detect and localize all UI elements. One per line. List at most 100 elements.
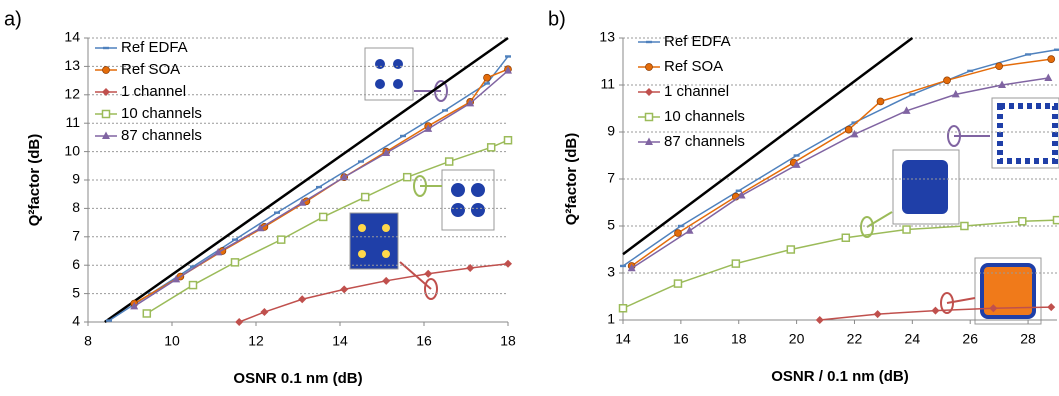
marker bbox=[677, 224, 684, 228]
legend-label: 87 channels bbox=[121, 127, 202, 144]
marker bbox=[172, 274, 181, 283]
panel-label: b) bbox=[548, 8, 566, 30]
marker bbox=[731, 259, 741, 268]
marker bbox=[967, 69, 974, 73]
y-tick-label: 9 bbox=[607, 123, 615, 139]
legend-label: 87 channels bbox=[664, 133, 745, 150]
inset-a2 bbox=[413, 169, 495, 231]
marker bbox=[645, 63, 653, 71]
marker bbox=[400, 134, 406, 138]
x-axis-title: OSNR / 0.1 nm (dB) bbox=[771, 368, 909, 385]
marker bbox=[951, 89, 960, 98]
marker bbox=[873, 310, 882, 319]
marker bbox=[316, 185, 322, 189]
marker bbox=[989, 304, 998, 313]
marker bbox=[931, 306, 940, 315]
y-tick-label: 8 bbox=[72, 199, 80, 215]
marker bbox=[505, 55, 511, 58]
marker bbox=[106, 319, 112, 322]
marker bbox=[318, 212, 328, 222]
marker bbox=[627, 263, 636, 272]
marker bbox=[232, 238, 238, 241]
y-tick-label: 4 bbox=[72, 313, 80, 329]
marker bbox=[103, 46, 109, 50]
marker bbox=[256, 223, 265, 232]
marker bbox=[424, 124, 433, 132]
y-axis-title: Q²factor (dB) bbox=[563, 133, 580, 226]
marker bbox=[1052, 215, 1059, 225]
x-tick-label: 18 bbox=[500, 333, 516, 349]
marker bbox=[1047, 55, 1056, 64]
y-tick-label: 3 bbox=[607, 264, 615, 280]
y-tick-label: 10 bbox=[64, 142, 80, 158]
marker bbox=[214, 247, 223, 256]
marker bbox=[424, 269, 433, 278]
marker bbox=[851, 121, 858, 124]
legend-label: 10 channels bbox=[664, 108, 745, 125]
marker bbox=[190, 265, 196, 268]
x-tick-label: 26 bbox=[962, 331, 978, 347]
y-tick-label: 11 bbox=[600, 76, 615, 92]
legend-label: Ref EDFA bbox=[664, 33, 731, 50]
y-tick-label: 12 bbox=[64, 86, 80, 102]
marker bbox=[674, 229, 682, 237]
marker bbox=[444, 157, 454, 166]
marker bbox=[484, 82, 490, 85]
marker bbox=[235, 318, 244, 326]
y-tick-label: 6 bbox=[72, 256, 80, 272]
legend-label: 1 channel bbox=[664, 83, 729, 100]
y-tick-label: 11 bbox=[65, 114, 80, 130]
marker bbox=[645, 137, 653, 145]
legend-label: Ref SOA bbox=[664, 58, 723, 75]
marker bbox=[483, 73, 491, 82]
marker bbox=[230, 258, 240, 267]
x-tick-label: 28 bbox=[1020, 331, 1036, 347]
inset-a1 bbox=[364, 47, 448, 102]
series-line bbox=[622, 36, 914, 256]
y-tick-label: 13 bbox=[599, 29, 615, 45]
x-tick-label: 18 bbox=[731, 331, 747, 347]
x-tick-label: 12 bbox=[248, 333, 264, 349]
marker bbox=[298, 198, 307, 206]
marker bbox=[503, 135, 513, 145]
x-tick-label: 20 bbox=[789, 331, 805, 347]
marker bbox=[998, 80, 1007, 88]
y-tick-label: 9 bbox=[72, 171, 80, 187]
marker bbox=[620, 264, 626, 268]
marker bbox=[792, 160, 801, 168]
marker bbox=[737, 190, 746, 199]
panel-label: a) bbox=[4, 8, 22, 30]
marker bbox=[101, 109, 111, 119]
series-line bbox=[238, 263, 509, 323]
marker bbox=[995, 62, 1003, 71]
marker bbox=[646, 40, 652, 44]
marker bbox=[943, 76, 951, 85]
marker bbox=[618, 304, 628, 313]
marker bbox=[130, 301, 139, 310]
marker bbox=[1018, 217, 1027, 226]
x-axis-title: OSNR 0.1 nm (dB) bbox=[233, 370, 362, 387]
marker bbox=[786, 245, 796, 254]
legend-label: 1 channel bbox=[121, 83, 186, 100]
series-line bbox=[104, 36, 509, 324]
marker bbox=[1047, 303, 1056, 312]
marker bbox=[504, 66, 512, 74]
marker bbox=[902, 106, 911, 114]
marker bbox=[382, 276, 391, 285]
y-tick-label: 7 bbox=[72, 228, 80, 244]
inset-b3 bbox=[940, 257, 1042, 325]
marker bbox=[382, 148, 391, 157]
marker bbox=[188, 280, 198, 290]
marker bbox=[102, 88, 110, 96]
x-tick-label: 8 bbox=[84, 333, 92, 349]
marker bbox=[909, 93, 916, 96]
marker bbox=[298, 295, 307, 304]
marker bbox=[340, 285, 349, 294]
marker bbox=[340, 172, 349, 181]
y-tick-label: 5 bbox=[72, 284, 80, 300]
y-axis-title: Q²factor (dB) bbox=[26, 134, 43, 227]
marker bbox=[402, 172, 412, 182]
marker bbox=[793, 154, 800, 157]
